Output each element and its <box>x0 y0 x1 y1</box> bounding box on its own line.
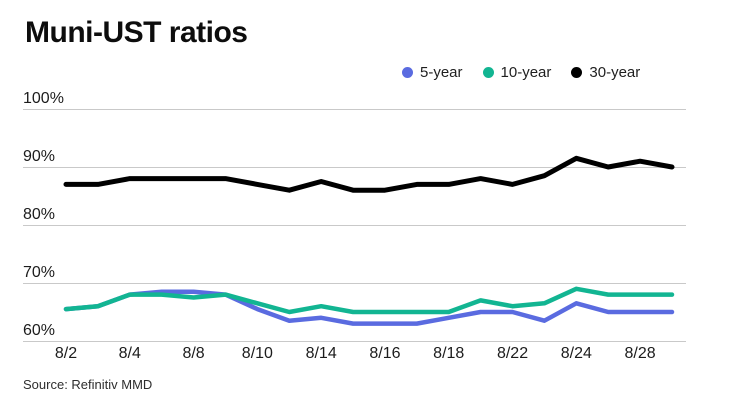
legend-label-30-year: 30-year <box>589 64 641 81</box>
x-axis-label: 8/22 <box>496 345 529 362</box>
y-axis-label: 90% <box>23 148 56 165</box>
y-axis-label: 70% <box>23 264 56 281</box>
x-axis-label: 8/28 <box>624 345 656 362</box>
source-attribution: Source: Refinitiv MMD <box>23 377 153 392</box>
x-axis-label: 8/10 <box>241 345 273 362</box>
x-axis-label: 8/4 <box>118 345 141 362</box>
series-line-5-year <box>63 289 675 326</box>
legend-dot-5-year-icon <box>402 67 413 78</box>
legend-label-10-year: 10-year <box>500 64 552 81</box>
x-axis-label: 8/2 <box>54 345 78 362</box>
legend-item-30-year: 30-year <box>571 64 640 81</box>
y-axis-label: 80% <box>23 206 56 223</box>
legend-dot-30-year-icon <box>571 67 583 78</box>
x-axis-label: 8/8 <box>182 345 205 362</box>
x-axis-label: 8/14 <box>305 345 337 362</box>
series-line-10-year <box>63 286 675 315</box>
legend-label-5-year: 5-year <box>420 64 463 81</box>
legend: 5-year 10-year 30-year <box>402 64 640 81</box>
x-axis-label: 8/18 <box>433 345 465 362</box>
x-axis-label: 8/24 <box>560 345 592 362</box>
y-axis-label: 100% <box>23 90 64 107</box>
series-line-30-year <box>63 155 675 193</box>
legend-item-10-year: 10-year <box>482 64 552 81</box>
legend-dot-10-year-icon <box>482 67 494 78</box>
legend-item-5-year: 5-year <box>402 64 463 81</box>
chart-title: Muni-UST ratios <box>25 16 248 49</box>
x-axis-label: 8/16 <box>369 345 401 362</box>
y-axis-label: 60% <box>23 322 56 339</box>
